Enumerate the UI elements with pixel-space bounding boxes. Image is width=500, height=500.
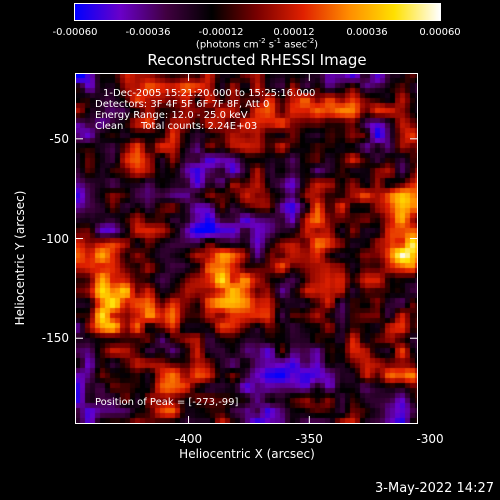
x-tick-label: -350 <box>295 432 323 446</box>
image-title: Reconstructed RHESSI Image <box>147 51 367 69</box>
y-axis-label: Heliocentric Y (arcsec) <box>13 190 27 326</box>
x-axis-label: Heliocentric X (arcsec) <box>179 447 315 461</box>
y-tick-label: -150 <box>41 331 69 346</box>
rhessi-image-canvas <box>75 73 418 424</box>
colorbar-tick-label: -0.00036 <box>125 27 171 38</box>
plot-border <box>75 73 418 424</box>
annotation-clean: Clean <box>95 121 124 132</box>
annotation-detectors: Detectors: 3F 4F 5F 6F 7F 8F, Att 0 <box>95 99 270 110</box>
annotation-total-counts: Total counts: 2.24E+03 <box>141 121 258 132</box>
colorbar-tick-label: 0.00060 <box>419 27 461 38</box>
colorbar-tick-label: 0.00036 <box>346 27 388 38</box>
colorbar <box>74 3 441 21</box>
y-tick-label: -100 <box>41 231 69 246</box>
colorbar-unit-label: (photons cm-2 s-1 asec-2) <box>195 37 319 51</box>
datestamp: 3-May-2022 14:27 <box>375 481 494 496</box>
colorbar-tick-label: 0.00012 <box>273 27 315 38</box>
x-tick-label: -400 <box>174 432 203 446</box>
annotation-energy: Energy Range: 12.0 - 25.0 keV <box>95 110 248 121</box>
image-plot: 1-Dec-2005 15:21:20.000 to 15:25:16.000 … <box>75 73 418 424</box>
colorbar-tick-label: -0.00012 <box>198 27 244 38</box>
plot-frame <box>75 73 418 424</box>
x-tick-label: -300 <box>416 432 444 446</box>
annotation-time: 1-Dec-2005 15:21:20.000 to 15:25:16.000 <box>103 88 316 99</box>
y-tick-label: -50 <box>49 131 69 146</box>
annotation-peak: Position of Peak = [-273,-99] <box>95 397 239 408</box>
colorbar-tick-label: -0.00060 <box>52 27 98 38</box>
